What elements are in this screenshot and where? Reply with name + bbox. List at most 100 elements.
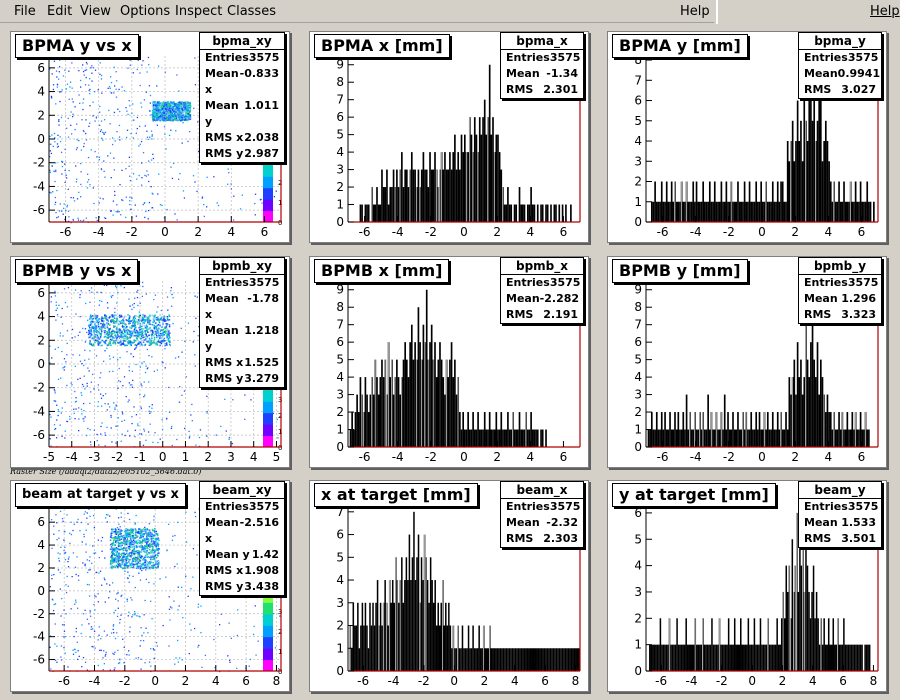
histogram-bar (752, 201, 754, 222)
scatter-point (277, 437, 279, 439)
menu-help-left[interactable]: Help (680, 4, 710, 19)
x-tick-label: 4 (526, 225, 534, 239)
pad-bpma_yx[interactable]: 0 1 2 3 -6 -4 -2 0 2 4 6 -6 -4 -2 0 2 4 6 BPMA y vs x bpma_… (10, 31, 290, 243)
scatter-point (89, 122, 91, 124)
scatter-point (189, 108, 191, 111)
scatter-point (151, 554, 154, 556)
palette-tick-label: 1 (278, 428, 282, 436)
x-tick-label: 0 (460, 450, 468, 464)
scatter-point (135, 545, 138, 547)
scatter-point (154, 314, 156, 316)
scatter-point (168, 324, 171, 326)
menu-bar-right: Help (716, 0, 900, 24)
scatter-point (97, 344, 100, 346)
scatter-point (89, 78, 91, 80)
scatter-point (147, 56, 150, 59)
scatter-point (145, 326, 147, 329)
scatter-point (176, 102, 179, 104)
scatter-point (161, 334, 163, 337)
menu-file[interactable]: File (14, 4, 36, 19)
pad-bpmb_x[interactable]: -6 -4 -2 0 2 4 6 0 1 2 3 4 5 6 7 8 9 BPMB x [mm] bpmb_x Ent… (309, 256, 589, 468)
scatter-point (106, 334, 109, 336)
scatter-point (100, 330, 103, 332)
scatter-point (172, 109, 175, 111)
scatter-point (119, 344, 121, 347)
pad-beam_yx[interactable]: 0 1 2 3 -6 -4 -2 0 2 4 6 8 -6 -4 -2 0 2 4 6 beam at target … (10, 480, 290, 692)
scatter-point (166, 106, 169, 109)
scatter-point (53, 400, 55, 402)
scatter-point (54, 290, 56, 293)
scatter-point (179, 106, 181, 108)
scatter-point (175, 130, 177, 132)
menu-help-right[interactable]: Help (870, 4, 900, 19)
scatter-point (141, 385, 143, 387)
stat-key: RMS y (205, 147, 244, 160)
scatter-point (124, 563, 126, 565)
scatter-point (133, 339, 136, 342)
y-tick-label: 4 (634, 370, 642, 384)
scatter-point (112, 370, 114, 373)
scatter-point (80, 219, 82, 222)
scatter-point (144, 316, 146, 318)
scatter-point (91, 318, 94, 321)
menu-edit[interactable]: Edit (47, 4, 73, 19)
scatter-point (100, 332, 102, 335)
scatter-point (137, 304, 139, 307)
scatter-point (171, 425, 173, 428)
scatter-point (150, 186, 152, 188)
scatter-point (55, 301, 57, 303)
scatter-point (98, 444, 100, 446)
scatter-point (67, 585, 69, 587)
scatter-point (151, 138, 153, 140)
scatter-point (59, 100, 61, 103)
pad-bpma_x[interactable]: -6 -4 -2 0 2 4 6 0 1 2 3 4 5 6 7 8 9 BPMA x [mm] bpma_x Ent… (309, 31, 589, 243)
scatter-point (117, 359, 119, 361)
scatter-point (148, 85, 151, 87)
scatter-point (127, 67, 129, 69)
scatter-point (89, 92, 91, 95)
scatter-point (62, 75, 65, 77)
y-tick-label: 4 (336, 370, 344, 384)
scatter-point (117, 566, 119, 568)
scatter-point (186, 117, 188, 120)
scatter-point (146, 71, 148, 73)
scatter-point (125, 563, 127, 565)
pad-bpma_y[interactable]: -6 -4 -2 0 2 4 6 0 1 2 3 4 5 6 7 8 BPMA y [mm] bpma_y Entr… (607, 31, 887, 243)
scatter-point (53, 603, 55, 606)
scatter-point (169, 606, 172, 608)
scatter-point (145, 532, 148, 535)
scatter-point (126, 351, 128, 353)
scatter-point (112, 549, 115, 551)
scatter-point (106, 583, 108, 585)
scatter-point (138, 542, 141, 544)
menu-options[interactable]: Options (120, 4, 171, 19)
menu-inspect[interactable]: Inspect (175, 4, 223, 19)
scatter-point (115, 547, 118, 549)
scatter-point (150, 567, 152, 570)
scatter-point (137, 535, 139, 537)
scatter-point (115, 537, 117, 540)
scatter-point (166, 111, 169, 113)
menu-classes[interactable]: Classes (227, 4, 276, 19)
scatter-point (113, 169, 115, 171)
histogram-bar (737, 181, 739, 222)
scatter-point (59, 140, 62, 143)
menu-view[interactable]: View (80, 4, 111, 19)
scatter-point (119, 139, 121, 141)
scatter-point (109, 341, 111, 343)
scatter-point (164, 118, 166, 120)
scatter-point (174, 116, 176, 118)
scatter-point (153, 106, 156, 109)
scatter-point (152, 562, 154, 564)
scatter-point (100, 341, 102, 343)
histogram-bar (861, 429, 864, 447)
scatter-point (135, 540, 138, 543)
scatter-point (166, 322, 168, 325)
scatter-point (121, 322, 123, 324)
scatter-point (120, 538, 123, 540)
scatter-point (120, 546, 122, 549)
pad-bpmb_y[interactable]: -6 -4 -2 0 2 4 6 0 1 2 3 4 5 6 7 8 9 BPMB y [mm] bpmb_y Ent… (607, 256, 887, 468)
scatter-point (130, 539, 132, 542)
scatter-point (194, 295, 196, 297)
